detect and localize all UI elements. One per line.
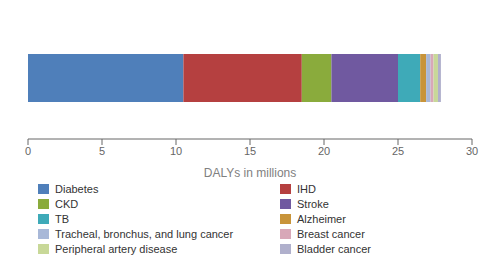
svg-text:25: 25	[392, 145, 404, 157]
html-text:Peripheral artery disease: Peripheral artery disease	[55, 243, 178, 255]
html-text:Bladder cancer: Bladder cancer	[297, 243, 371, 255]
html-text:CKD: CKD	[55, 198, 79, 210]
svg-text:15: 15	[244, 145, 256, 157]
svg-text:5: 5	[99, 145, 105, 157]
html-text:Tracheal, bronchus, and lung c: Tracheal, bronchus, and lung cancer	[55, 228, 234, 240]
svg-text:DALYs in millions: DALYs in millions	[204, 166, 296, 180]
html-text:Alzheimer: Alzheimer	[297, 213, 346, 225]
html-text:TB: TB	[55, 213, 70, 225]
html-text:Stroke: Stroke	[297, 198, 329, 210]
html-text:Breast cancer: Breast cancer	[297, 228, 365, 240]
html-text:Diabetes: Diabetes	[55, 183, 99, 195]
svg-text:20: 20	[318, 145, 330, 157]
html-text:IHD: IHD	[297, 183, 316, 195]
svg-text:0: 0	[25, 145, 31, 157]
svg-text:10: 10	[170, 145, 182, 157]
svg-text:30: 30	[466, 145, 478, 157]
